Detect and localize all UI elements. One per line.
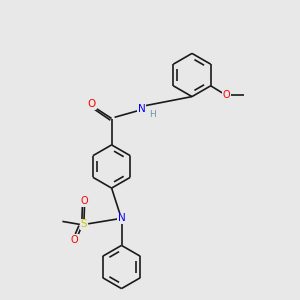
Text: N: N (138, 104, 146, 115)
Text: O: O (81, 196, 88, 206)
Text: S: S (81, 219, 87, 230)
Text: O: O (87, 99, 95, 110)
Text: O: O (70, 235, 78, 245)
Text: O: O (223, 90, 230, 100)
Text: H: H (150, 110, 156, 119)
Text: N: N (118, 213, 125, 224)
